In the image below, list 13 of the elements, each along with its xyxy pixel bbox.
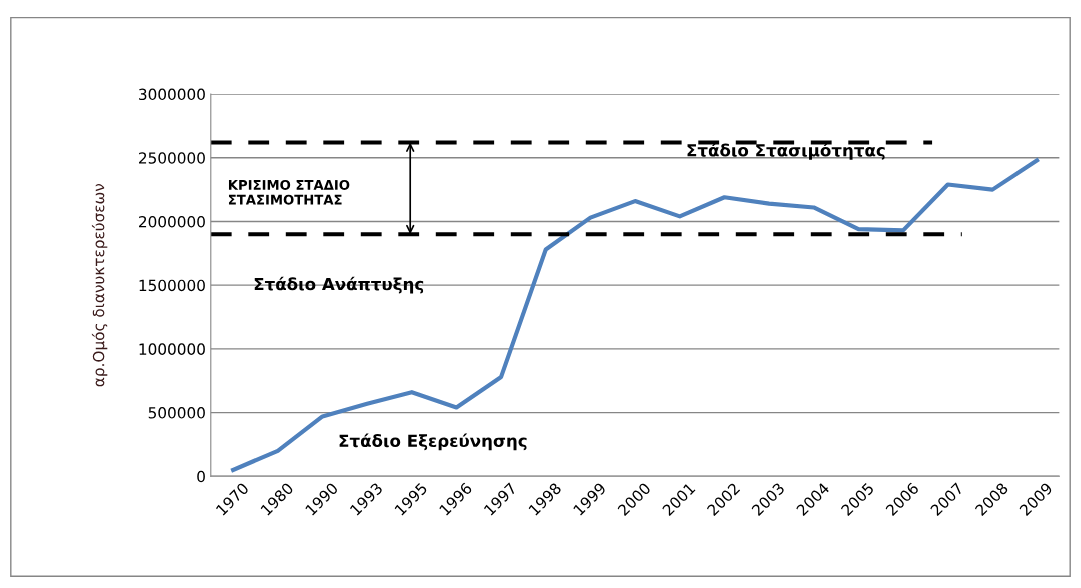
- line-series: [231, 158, 1040, 472]
- y-tick-label: 0: [197, 470, 205, 483]
- annotation: Στάδιο Εξερεύνησης: [339, 433, 527, 451]
- y-tick-label: 1500000: [139, 279, 205, 292]
- annotation: Στάδιο Ανάπτυξης: [254, 276, 424, 294]
- y-axis-title: αρ.Ομός διανυκτερεύσεων: [91, 183, 108, 387]
- y-tick-label: 3000000: [139, 88, 205, 101]
- annotation: ΚΡΙΣΙΜΟ ΣΤΑΔΙΟ ΣΤΑΣΙΜΟΤΗΤΑΣ: [228, 179, 350, 205]
- annotation: Στάδιο Στασιμότητας: [687, 143, 885, 160]
- y-tick-label: 1000000: [139, 343, 205, 355]
- y-tick-label: 2000000: [139, 215, 205, 228]
- y-tick-label: 2500000: [139, 152, 205, 164]
- y-tick-label: 500000: [148, 407, 205, 419]
